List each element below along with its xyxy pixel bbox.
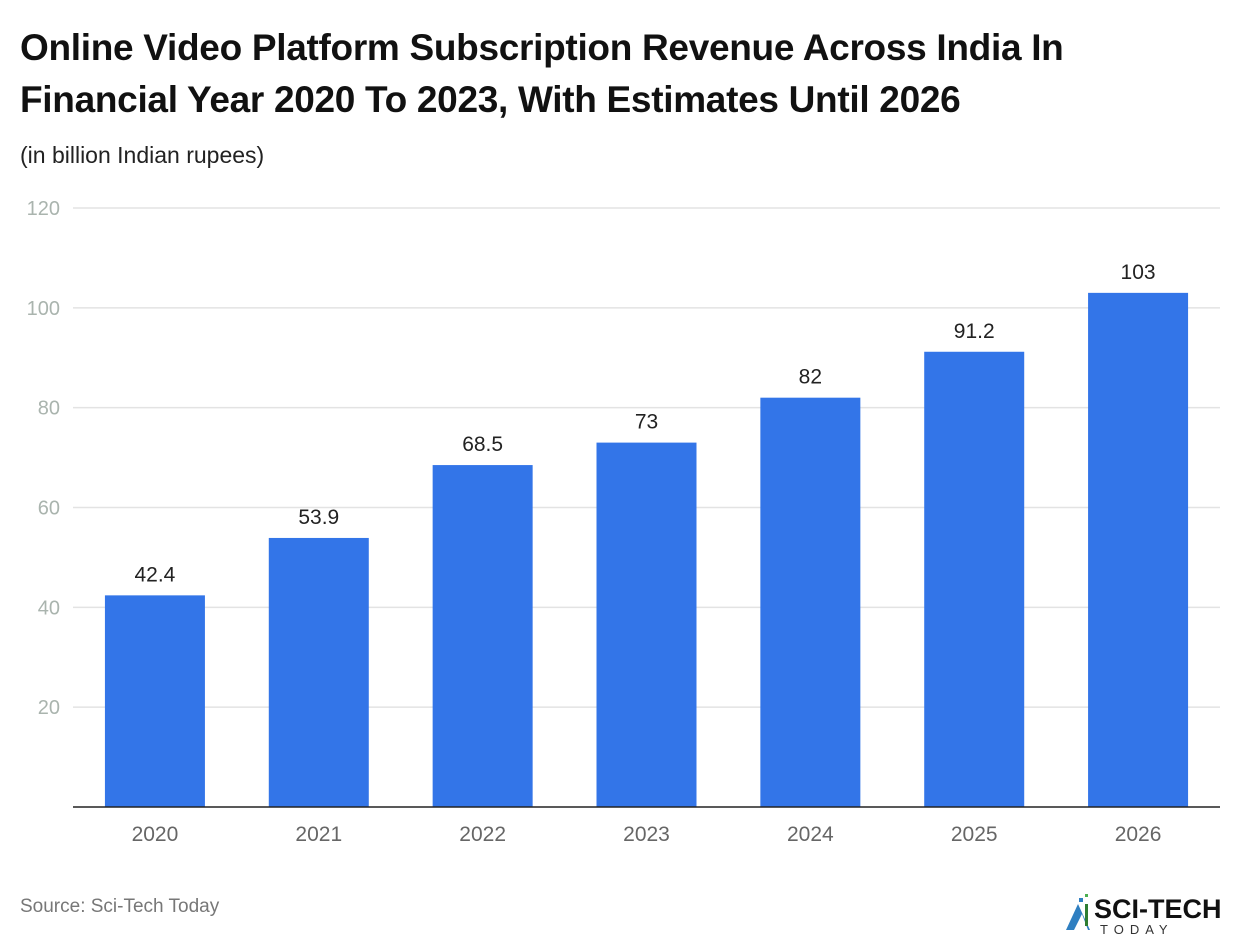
y-tick-label: 40 bbox=[38, 597, 60, 619]
bar-2025 bbox=[924, 351, 1025, 807]
bar-2020 bbox=[104, 595, 205, 807]
bar-2024 bbox=[760, 397, 861, 807]
y-tick-label: 100 bbox=[27, 298, 60, 320]
bar-2021 bbox=[268, 537, 369, 807]
x-tick-label: 2025 bbox=[951, 823, 998, 846]
y-tick-label: 120 bbox=[27, 198, 60, 220]
x-axis-ticks: 2020 2021 2022 2023 2024 2025 2026 bbox=[132, 823, 1162, 846]
y-tick-label: 20 bbox=[38, 697, 60, 719]
svg-text:TODAY: TODAY bbox=[1100, 922, 1174, 936]
x-tick-label: 2021 bbox=[295, 823, 342, 846]
x-tick-label: 2020 bbox=[132, 823, 179, 846]
bar-2022 bbox=[432, 465, 533, 807]
data-label: 91.2 bbox=[954, 320, 995, 343]
data-label: 68.5 bbox=[462, 433, 503, 456]
x-tick-label: 2024 bbox=[787, 823, 834, 846]
y-tick-label: 60 bbox=[38, 498, 60, 520]
x-tick-label: 2023 bbox=[623, 823, 670, 846]
data-label: 73 bbox=[635, 411, 658, 434]
data-label: 82 bbox=[799, 366, 822, 389]
y-tick-label: 80 bbox=[38, 398, 60, 420]
chart-title: Online Video Platform Subscription Reven… bbox=[20, 27, 1064, 120]
sci-tech-today-logo: SCI-TECH TODAY bbox=[1066, 894, 1222, 936]
bars bbox=[104, 292, 1189, 807]
chart-subtitle: (in billion Indian rupees) bbox=[20, 142, 265, 168]
bar-chart: 20 40 60 80 100 120 42.4 53.9 68.5 73 82 91.2 103 2… bbox=[27, 198, 1220, 846]
svg-text:SCI-TECH: SCI-TECH bbox=[1094, 894, 1222, 924]
gridlines: 20 40 60 80 100 120 bbox=[27, 198, 1220, 719]
x-tick-label: 2022 bbox=[459, 823, 506, 846]
x-tick-label: 2026 bbox=[1115, 823, 1162, 846]
source-text: Source: Sci-Tech Today bbox=[20, 896, 220, 917]
data-label: 53.9 bbox=[298, 506, 339, 529]
data-label: 42.4 bbox=[134, 563, 175, 586]
bar-2023 bbox=[596, 442, 697, 807]
bar-2026 bbox=[1088, 292, 1189, 807]
data-label: 103 bbox=[1121, 261, 1156, 284]
data-labels: 42.4 53.9 68.5 73 82 91.2 103 bbox=[134, 261, 1155, 586]
